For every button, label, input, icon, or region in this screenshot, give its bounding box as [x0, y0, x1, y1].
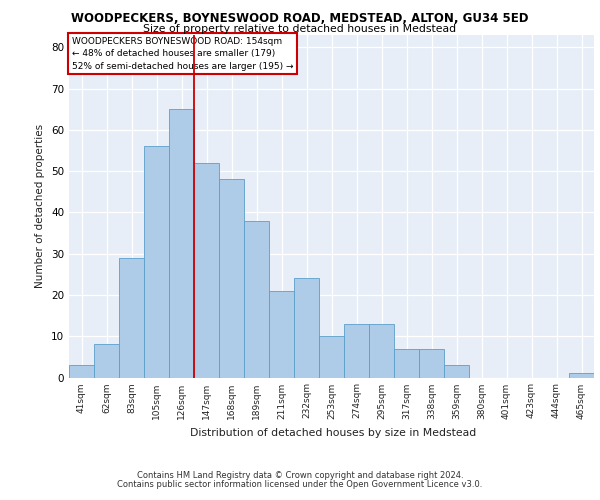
- Bar: [219, 180, 244, 378]
- Bar: [169, 110, 194, 378]
- Y-axis label: Number of detached properties: Number of detached properties: [35, 124, 46, 288]
- Text: Size of property relative to detached houses in Medstead: Size of property relative to detached ho…: [143, 24, 457, 34]
- Text: Contains HM Land Registry data © Crown copyright and database right 2024.: Contains HM Land Registry data © Crown c…: [137, 471, 463, 480]
- Bar: [119, 258, 144, 378]
- Bar: [144, 146, 169, 378]
- Bar: [269, 291, 294, 378]
- Bar: [569, 374, 594, 378]
- Bar: [419, 348, 444, 378]
- Text: Distribution of detached houses by size in Medstead: Distribution of detached houses by size …: [190, 428, 476, 438]
- Bar: [94, 344, 119, 378]
- Bar: [369, 324, 394, 378]
- Bar: [344, 324, 369, 378]
- Bar: [319, 336, 344, 378]
- Text: WOODPECKERS BOYNESWOOD ROAD: 154sqm
← 48% of detached houses are smaller (179)
5: WOODPECKERS BOYNESWOOD ROAD: 154sqm ← 48…: [71, 36, 293, 70]
- Text: WOODPECKERS, BOYNESWOOD ROAD, MEDSTEAD, ALTON, GU34 5ED: WOODPECKERS, BOYNESWOOD ROAD, MEDSTEAD, …: [71, 12, 529, 25]
- Bar: [244, 220, 269, 378]
- Text: Contains public sector information licensed under the Open Government Licence v3: Contains public sector information licen…: [118, 480, 482, 489]
- Bar: [394, 348, 419, 378]
- Bar: [294, 278, 319, 378]
- Bar: [69, 365, 94, 378]
- Bar: [194, 163, 219, 378]
- Bar: [444, 365, 469, 378]
